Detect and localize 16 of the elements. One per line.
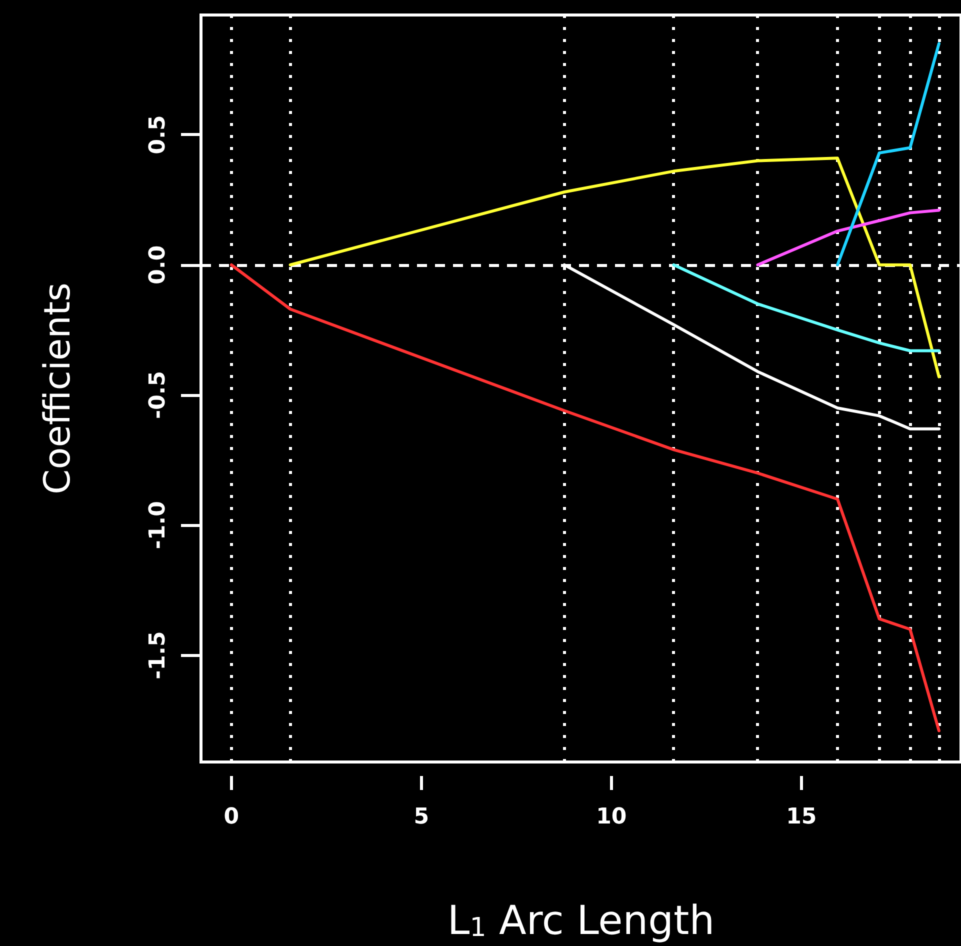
line-series (672, 263, 940, 352)
x-tick-label: 15 (786, 804, 817, 830)
y-tick-label: -0.5 (146, 370, 170, 420)
line-series (836, 42, 940, 266)
line-series (288, 156, 940, 378)
x-tick-label: 5 (414, 804, 430, 830)
line-series (230, 263, 940, 732)
y-tick-label: 0.5 (146, 115, 170, 154)
y-tick-label: -1.5 (146, 631, 170, 680)
x-tick-label: 0 (224, 804, 240, 830)
x-axis-title: L1 Arc Length (447, 898, 715, 944)
y-axis-title: Coefficients (38, 282, 78, 494)
x-tick-label: 10 (596, 804, 627, 830)
y-tick-label: 0.0 (146, 245, 170, 284)
y-tick-label: -1.0 (146, 501, 170, 550)
line-series (756, 208, 940, 266)
